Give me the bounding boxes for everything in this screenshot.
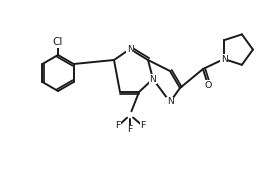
Text: F: F: [127, 125, 133, 134]
Text: Cl: Cl: [53, 37, 63, 47]
Text: N: N: [221, 55, 227, 64]
Text: N: N: [167, 98, 173, 106]
Text: F: F: [115, 122, 121, 131]
Text: N: N: [127, 45, 133, 54]
Text: O: O: [204, 81, 212, 89]
Text: F: F: [140, 122, 146, 131]
Text: N: N: [150, 74, 156, 83]
